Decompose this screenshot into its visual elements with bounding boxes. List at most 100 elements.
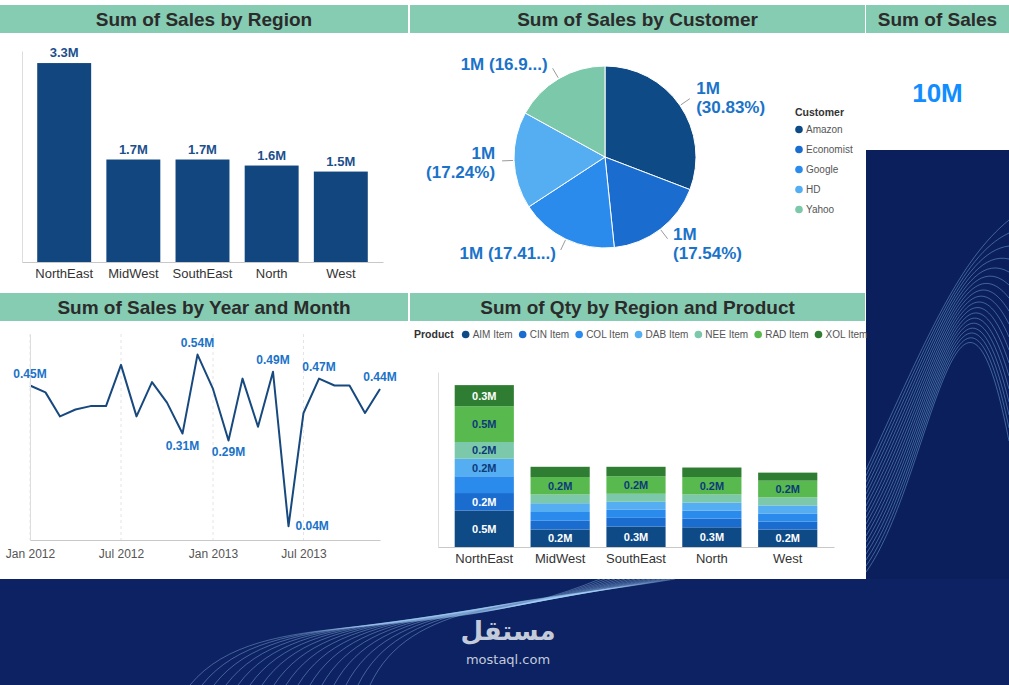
- label-line: 1M: [696, 79, 720, 98]
- decor-curve: [202, 579, 605, 685]
- panel-title: Sum of Sales by Region: [96, 9, 312, 30]
- panel: [410, 5, 865, 290]
- legend-swatch: [795, 146, 803, 154]
- panel-title: Sum of Sales: [878, 9, 997, 30]
- axis: [30, 335, 31, 541]
- axis-line: [438, 373, 439, 548]
- decor-curve: [866, 343, 1009, 572]
- legend-swatch: [462, 331, 470, 339]
- line: [30, 355, 380, 527]
- decor-curve: [866, 338, 1009, 566]
- decor-curve: [370, 579, 675, 685]
- bar-segment: [531, 521, 590, 530]
- bar-segment: [758, 505, 817, 513]
- bar-segment: [682, 495, 741, 503]
- panel-title-band: [866, 5, 1009, 33]
- axis: NorthEastMidWestSouthEastNorthWest: [439, 548, 835, 567]
- data-label: 0.44M: [363, 370, 396, 384]
- bar: [176, 160, 230, 262]
- axis: Jan 2012 Jul 2012 Jan 2013 Jul 2013: [6, 541, 381, 561]
- data-label: 1.6M: [257, 148, 286, 163]
- tick: Jul 2013: [281, 547, 327, 561]
- watermark-text: مستقل: [460, 616, 555, 646]
- tick-label: NorthEast: [455, 551, 513, 566]
- panel: [0, 293, 408, 577]
- bar-segment: [606, 467, 665, 476]
- decor-curve: [190, 579, 600, 685]
- panel-title: Sum of Qty by Region and Product: [480, 297, 795, 318]
- label-line: 1M: [471, 144, 495, 163]
- bar-segment: [455, 459, 514, 477]
- tick-label: Jul 2013: [281, 547, 327, 561]
- bar-segment: [455, 511, 514, 547]
- tick-label: SouthEast: [606, 551, 666, 566]
- legend-swatch: [795, 126, 803, 134]
- bar-segment: [531, 512, 590, 521]
- legend-label: DAB Item: [646, 329, 689, 340]
- panel: [0, 5, 408, 290]
- data-label: 1.7M: [188, 142, 217, 157]
- grid-line: [213, 334, 214, 540]
- tick: North: [696, 551, 728, 566]
- data-label: 0.47M: [302, 360, 335, 374]
- tick: Jan 2013: [189, 547, 239, 561]
- data-label: 0.54M: [181, 336, 214, 350]
- decor-curve: [866, 290, 1009, 512]
- panel-title: Sum of Sales by Year and Month: [57, 297, 350, 318]
- pie: [514, 66, 696, 248]
- tick-label: Jan 2012: [6, 547, 56, 561]
- axis-line: [22, 52, 23, 263]
- slice: [525, 66, 605, 157]
- bar-segment: [758, 521, 817, 529]
- bar-segment: [455, 476, 514, 493]
- legend-label: XOL Item: [826, 329, 868, 340]
- legend-label: AIM Item: [473, 329, 513, 340]
- legend-title: Product: [414, 328, 454, 340]
- decor-curve: [310, 579, 650, 685]
- data-label: 1M(17.54%): [673, 225, 742, 263]
- tick-label: MidWest: [535, 551, 586, 566]
- data-label: 0.2M: [775, 532, 799, 544]
- data-label: 0.31M: [166, 439, 199, 453]
- data-label: 3.3M: [50, 45, 79, 60]
- data-label: 1M (17.41...): [460, 244, 556, 263]
- tick: SouthEast: [173, 266, 233, 281]
- tick-label: MidWest: [108, 266, 159, 281]
- bar-segment: [606, 510, 665, 518]
- bar: [37, 63, 91, 262]
- bar-segment: [606, 518, 665, 527]
- bar-segment: [455, 493, 514, 511]
- decor-curve: [346, 579, 665, 685]
- label-line: (17.54%): [673, 244, 742, 263]
- data-label: 0.2M: [472, 462, 496, 474]
- label-line: 1M: [673, 225, 697, 244]
- legend-label: NEE Item: [705, 329, 748, 340]
- legend-swatch: [635, 331, 643, 339]
- data-label: 0.29M: [212, 445, 245, 459]
- leader-line: [561, 240, 566, 250]
- data-label: 1M (16.9...): [461, 55, 548, 74]
- data-label: 0.3M: [700, 531, 724, 543]
- bar-segment: [682, 503, 741, 511]
- tick-label: North: [696, 551, 728, 566]
- leader-line: [502, 160, 513, 161]
- legend-swatch: [795, 186, 803, 194]
- line-marks: [30, 355, 380, 527]
- data-label: 0.2M: [775, 483, 799, 495]
- bar-segment: [531, 530, 590, 548]
- axis-line: [439, 547, 835, 548]
- panel: [410, 293, 865, 577]
- data-label: 0.49M: [256, 353, 289, 367]
- bar-segment: [531, 503, 590, 512]
- legend-label: Yahoo: [806, 204, 835, 215]
- data-label: 0.2M: [700, 480, 724, 492]
- bar-segment: [606, 527, 665, 547]
- tick-label: Jul 2012: [99, 547, 145, 561]
- data-label: 0.2M: [472, 496, 496, 508]
- grid: [30, 334, 304, 540]
- axis-line: [31, 540, 381, 541]
- legend-label: Economist: [806, 144, 853, 155]
- data-label: 0.2M: [624, 479, 648, 491]
- decor-curve: [866, 302, 1009, 524]
- legend-label: Google: [806, 164, 839, 175]
